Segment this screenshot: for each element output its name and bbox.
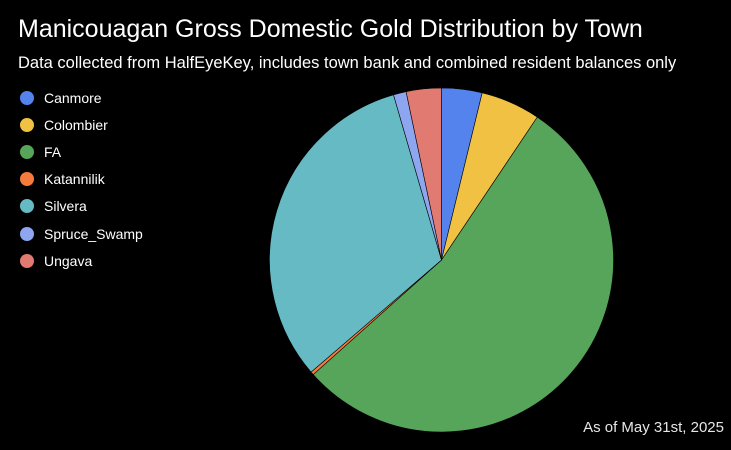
chart-footnote: As of May 31st, 2025 <box>583 419 724 436</box>
legend-swatch-ungava <box>20 253 34 268</box>
legend-swatch-canmore <box>20 90 34 105</box>
legend-swatch-colombier <box>20 117 34 132</box>
pie-slice-ungava[interactable] <box>405 87 442 261</box>
legend-label-ungava: Ungava <box>44 252 93 269</box>
pie-slice-fa[interactable] <box>312 116 614 433</box>
legend-swatch-silvera <box>20 199 34 214</box>
legend-item-colombier[interactable]: Colombier <box>20 111 143 138</box>
legend-label-spruce-swamp: Spruce_Swamp <box>44 225 143 242</box>
chart-subtitle: Data collected from HalfEyeKey, includes… <box>18 54 677 72</box>
legend-label-katannilik: Katannilik <box>44 171 105 188</box>
pie-slice-silvera[interactable] <box>269 94 442 373</box>
legend-swatch-fa <box>20 144 34 159</box>
legend-item-spruce-swamp[interactable]: Spruce_Swamp <box>20 220 143 247</box>
legend-item-canmore[interactable]: Canmore <box>20 84 143 111</box>
legend-swatch-katannilik <box>20 172 34 187</box>
legend-item-fa[interactable]: FA <box>20 138 143 165</box>
legend-swatch-spruce-swamp <box>20 226 34 241</box>
legend-item-katannilik[interactable]: Katannilik <box>20 166 143 193</box>
legend-label-fa: FA <box>44 143 62 160</box>
chart-legend: Canmore Colombier FA Katannilik Silvera Spruc… <box>20 84 143 274</box>
legend-label-silvera: Silvera <box>44 198 87 215</box>
legend-item-silvera[interactable]: Silvera <box>20 193 143 220</box>
legend-label-colombier: Colombier <box>44 116 108 133</box>
legend-label-canmore: Canmore <box>44 89 102 106</box>
chart-title: Manicouagan Gross Domestic Gold Distribu… <box>18 15 643 43</box>
legend-item-ungava[interactable]: Ungava <box>20 247 143 274</box>
